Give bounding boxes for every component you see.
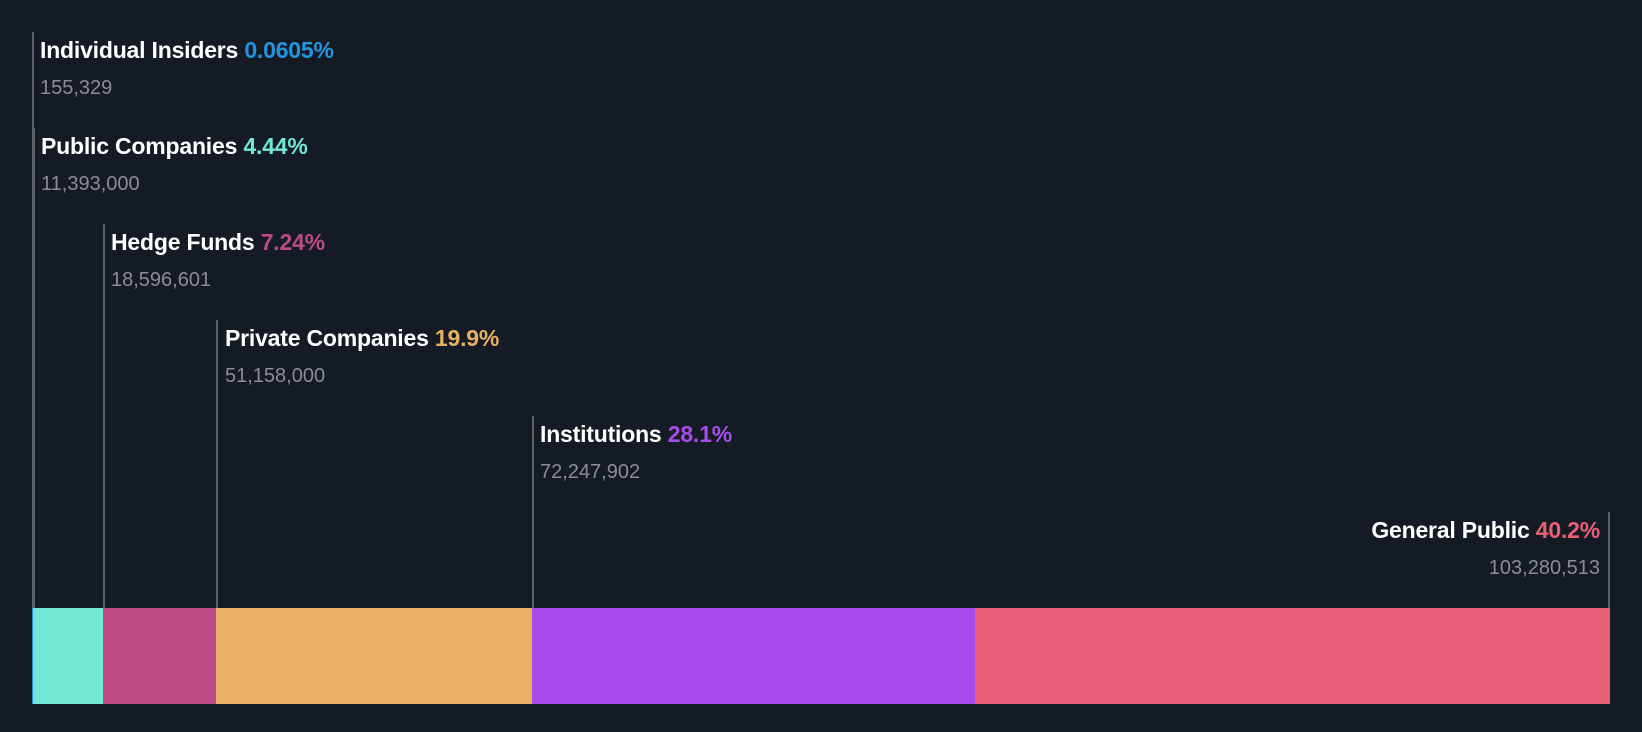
share-count: 51,158,000 xyxy=(225,365,326,387)
label-title: Individual Insiders 0.0605% xyxy=(40,36,334,64)
share-count: 11,393,000 xyxy=(41,173,140,195)
segment-institutions[interactable] xyxy=(532,608,975,704)
category-name: General Public xyxy=(1371,517,1530,543)
percentage: 40.2% xyxy=(1535,517,1600,543)
label-title: Private Companies 19.9% xyxy=(225,324,499,352)
category-name: Private Companies xyxy=(225,325,429,351)
share-count: 155,329 xyxy=(40,77,113,99)
category-name: Individual Insiders xyxy=(40,37,239,63)
segment-private-companies[interactable] xyxy=(216,608,532,704)
percentage: 19.9% xyxy=(434,325,500,351)
category-name: Hedge Funds xyxy=(111,229,255,255)
label-private-companies: Private Companies 19.9% 51,158,000 xyxy=(225,324,499,390)
label-title: General Public 40.2% xyxy=(1371,516,1600,544)
label-individual-insiders: Individual Insiders 0.0605% 155,329 xyxy=(40,36,334,102)
share-count: 103,280,513 xyxy=(1488,557,1600,579)
segment-general-public[interactable] xyxy=(975,608,1610,704)
percentage: 7.24% xyxy=(260,229,325,255)
leader-line-private-companies xyxy=(216,320,218,608)
label-public-companies: Public Companies 4.44% 11,393,000 xyxy=(41,132,308,198)
percentage: 0.0605% xyxy=(244,37,334,63)
leader-line-public-companies xyxy=(33,128,35,608)
label-title: Hedge Funds 7.24% xyxy=(111,228,325,256)
label-institutions: Institutions 28.1% 72,247,902 xyxy=(540,420,732,486)
leader-line-hedge-funds xyxy=(103,224,105,608)
segment-public-companies[interactable] xyxy=(33,608,103,704)
category-name: Public Companies xyxy=(41,133,238,159)
segment-hedge-funds[interactable] xyxy=(103,608,216,704)
label-title: Institutions 28.1% xyxy=(540,420,732,448)
leader-line-institutions xyxy=(532,416,534,608)
percentage: 28.1% xyxy=(667,421,732,447)
leader-line-general-public xyxy=(1608,512,1610,608)
label-title: Public Companies 4.44% xyxy=(41,132,308,160)
share-count: 18,596,601 xyxy=(111,269,212,291)
category-name: Institutions xyxy=(540,421,662,447)
label-general-public: General Public 40.2% 103,280,513 xyxy=(1371,516,1600,582)
segment-individual-insiders[interactable] xyxy=(32,608,33,704)
share-count: 72,247,902 xyxy=(540,461,641,483)
percentage: 4.44% xyxy=(243,133,308,159)
label-hedge-funds: Hedge Funds 7.24% 18,596,601 xyxy=(111,228,325,294)
